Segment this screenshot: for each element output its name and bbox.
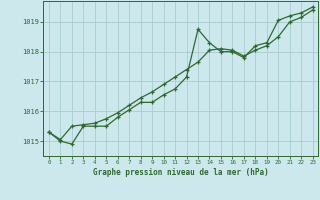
X-axis label: Graphe pression niveau de la mer (hPa): Graphe pression niveau de la mer (hPa) — [93, 168, 269, 177]
